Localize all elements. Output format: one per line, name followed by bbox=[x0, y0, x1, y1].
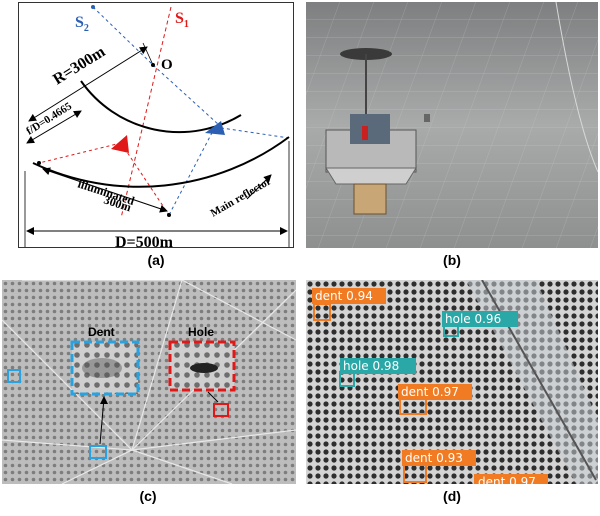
detection-dent-0: dent 0.94 bbox=[312, 288, 386, 321]
reflector-surface-photo bbox=[306, 2, 598, 248]
hole-zoom-box bbox=[168, 340, 236, 392]
s1-feed-marker bbox=[111, 135, 129, 153]
caption-a: (a) bbox=[147, 252, 165, 268]
illuminated-start-point bbox=[37, 161, 41, 165]
s1-ray-left bbox=[38, 142, 122, 164]
s2-feed-marker bbox=[205, 121, 225, 135]
hole-location-box bbox=[213, 403, 229, 417]
focal-dimension bbox=[26, 110, 82, 144]
source2-label: S2 bbox=[75, 14, 89, 34]
pedestal bbox=[353, 183, 387, 215]
platform-base bbox=[325, 167, 417, 185]
caption-b: (b) bbox=[443, 252, 461, 268]
dent-location-box bbox=[89, 445, 107, 459]
radius-label: R=300m bbox=[50, 43, 109, 89]
dent-zoom-image bbox=[72, 342, 138, 394]
detection-dent-4: dent 0.93 bbox=[402, 450, 476, 483]
panel-grid bbox=[306, 2, 598, 248]
s2-axis-line-lower bbox=[152, 64, 220, 126]
radius-dimension bbox=[28, 46, 148, 122]
surface-seam bbox=[555, 2, 598, 173]
distant-device bbox=[424, 114, 430, 122]
dent-pointer-head bbox=[100, 396, 108, 404]
workers bbox=[350, 114, 390, 144]
panel-b-photo bbox=[306, 2, 598, 248]
main-reflector-arc bbox=[32, 136, 290, 188]
red-item bbox=[362, 126, 368, 140]
hole-label: Hole bbox=[188, 325, 214, 339]
main-reflector-label: Main reflector bbox=[209, 175, 274, 219]
radius-tick bbox=[142, 42, 154, 66]
panel-d-detections: dent 0.94 hole 0.96 hole 0.98 dent 0.97 … bbox=[306, 280, 598, 484]
reflector-geometry-diagram: S1 S2 O R=300m f/D=0.4665 illuminated 30… bbox=[24, 5, 290, 248]
illuminated-end-point bbox=[167, 213, 171, 217]
perforated-surface bbox=[2, 280, 296, 484]
s2-axis-line bbox=[92, 6, 154, 66]
illuminated-dimension bbox=[42, 167, 168, 213]
detection-label-3: dent 0.97 bbox=[401, 385, 459, 399]
dent-pointer bbox=[99, 397, 105, 445]
dent-location-box-2 bbox=[7, 369, 21, 383]
cable-band bbox=[466, 280, 598, 484]
panel-seams bbox=[2, 280, 296, 484]
detection-label-0: dent 0.94 bbox=[315, 289, 373, 303]
detection-hole-2: hole 0.98 bbox=[339, 358, 416, 387]
detection-hole-1: hole 0.96 bbox=[442, 311, 518, 337]
s2-ray-right bbox=[214, 126, 290, 139]
origin-label: O bbox=[161, 57, 173, 73]
dent-zoom-box bbox=[70, 340, 140, 396]
defect-closeup-photo: Dent Hole bbox=[2, 280, 296, 484]
hole-mark bbox=[190, 363, 218, 373]
detection-result-photo: dent 0.94 hole 0.96 hole 0.98 dent 0.97 … bbox=[306, 280, 598, 484]
panel-c-defects: Dent Hole bbox=[2, 280, 296, 484]
caption-c: (c) bbox=[139, 488, 157, 504]
s2-point bbox=[91, 5, 95, 9]
detection-dent-3: dent 0.97 bbox=[398, 384, 472, 415]
dent-shadow bbox=[82, 358, 122, 378]
detection-label-4: dent 0.93 bbox=[405, 451, 463, 465]
detection-label-2: hole 0.98 bbox=[343, 359, 399, 373]
source1-label: S1 bbox=[175, 10, 189, 30]
detection-label-1: hole 0.96 bbox=[445, 312, 501, 326]
detection-dent-5: dent 0.97 bbox=[474, 474, 548, 484]
diameter-label: D=500m bbox=[115, 234, 174, 248]
main-reflector-pointer bbox=[246, 174, 272, 200]
s2-ray-bottom bbox=[168, 126, 216, 216]
detection-label-5: dent 0.97 bbox=[478, 475, 536, 484]
caption-d: (d) bbox=[443, 488, 461, 504]
panel-a-diagram: S1 S2 O R=300m f/D=0.4665 illuminated 30… bbox=[18, 2, 294, 248]
dent-label: Dent bbox=[88, 325, 115, 339]
hole-pointer bbox=[207, 391, 219, 403]
